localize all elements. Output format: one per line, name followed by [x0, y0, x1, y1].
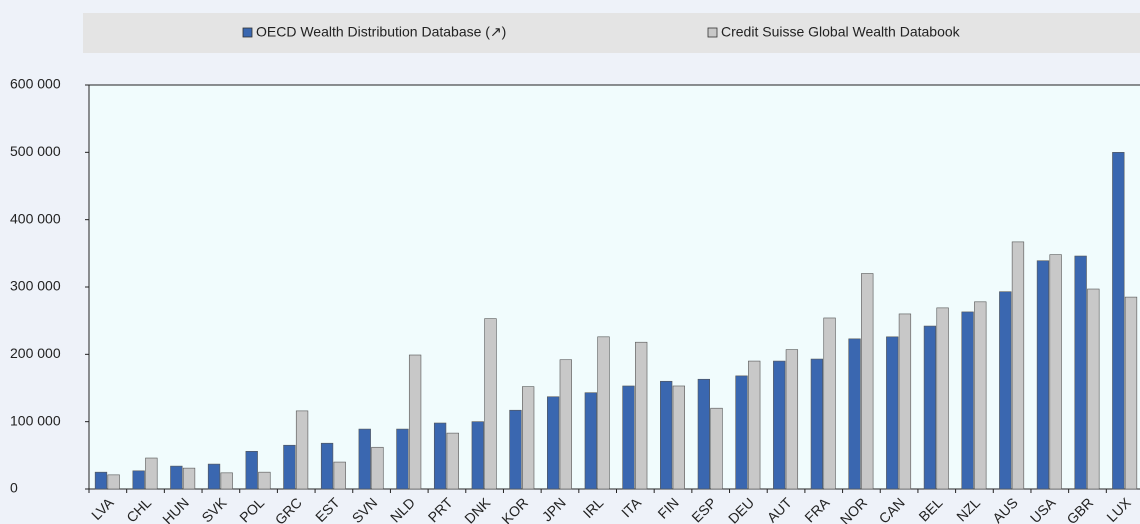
bar: [333, 461, 346, 490]
x-tick-label: NOR: [837, 494, 870, 524]
bar: [886, 336, 899, 490]
bar: [584, 392, 597, 490]
bar: [559, 359, 572, 490]
bar: [898, 313, 912, 490]
y-tick-label: 100 000: [10, 412, 61, 428]
bar: [735, 375, 748, 490]
y-tick-label: 400 000: [10, 210, 61, 226]
x-tick-label: NZL: [953, 494, 983, 524]
bar: [522, 386, 535, 490]
bar: [408, 354, 422, 490]
bar: [622, 385, 635, 490]
bar: [132, 470, 145, 490]
x-tick-label: SVN: [349, 494, 381, 524]
bar: [320, 442, 334, 490]
bar: [283, 444, 296, 490]
bar: [433, 422, 447, 490]
x-tick-label: AUS: [989, 494, 1021, 524]
bar: [145, 457, 158, 490]
x-tick-label: CAN: [876, 494, 908, 524]
bar: [220, 472, 233, 490]
bar: [547, 396, 560, 490]
legend-label: OECD Wealth Distribution Database (↗): [256, 24, 506, 40]
legend-box: [83, 13, 1140, 53]
bar: [446, 432, 459, 490]
bar: [923, 325, 937, 490]
x-tick-label: GBR: [1063, 494, 1096, 524]
bar: [1036, 260, 1050, 490]
x-tick-label: PRT: [425, 494, 456, 524]
bar: [861, 273, 874, 490]
y-tick-label: 200 000: [10, 345, 61, 361]
bar: [1112, 152, 1125, 490]
bar: [170, 465, 183, 490]
bar: [672, 385, 685, 490]
legend-label: Credit Suisse Global Wealth Databook: [721, 24, 961, 40]
x-tick-label: IRL: [580, 494, 607, 521]
bar: [484, 318, 497, 490]
bar: [1124, 296, 1138, 490]
x-tick-label: DNK: [461, 494, 494, 524]
bar: [371, 446, 384, 490]
y-tick-label: 0: [10, 480, 18, 496]
x-tick-label: NLD: [387, 494, 418, 524]
bar: [1074, 255, 1087, 490]
bar: [207, 463, 221, 490]
bar: [245, 450, 258, 490]
bar: [1011, 241, 1025, 490]
x-tick-label: JPN: [539, 494, 569, 524]
bar: [961, 311, 974, 490]
legend-swatch: [242, 27, 253, 38]
bar: [94, 471, 108, 490]
x-tick-label: POL: [236, 494, 267, 524]
bar: [974, 301, 987, 490]
x-tick-label: FRA: [801, 494, 833, 524]
bar: [107, 474, 120, 490]
bar: [358, 428, 371, 490]
x-tick-label: BEL: [915, 494, 945, 524]
bar: [823, 317, 836, 490]
bar: [748, 360, 761, 490]
x-tick-label: CHL: [123, 494, 154, 524]
bar: [396, 428, 409, 490]
bar: [1087, 288, 1100, 490]
y-tick-label: 600 000: [10, 76, 61, 92]
bar: [936, 307, 949, 490]
x-tick-label: AUT: [764, 494, 795, 524]
x-tick-label: DEU: [725, 494, 757, 524]
bar: [182, 467, 196, 490]
bar: [471, 421, 484, 490]
bar: [635, 341, 648, 490]
x-tick-label: USA: [1027, 494, 1059, 524]
y-tick-label: 300 000: [10, 278, 61, 294]
x-tick-label: ITA: [618, 494, 644, 520]
x-tick-label: SVK: [198, 494, 230, 524]
x-tick-label: KOR: [498, 494, 531, 524]
bar: [697, 378, 710, 490]
x-tick-label: HUN: [159, 494, 192, 524]
bar: [785, 349, 799, 490]
bar: [597, 336, 610, 490]
bar: [295, 410, 309, 490]
x-tick-label: LVA: [88, 494, 117, 523]
bar: [258, 471, 271, 490]
bar: [710, 407, 723, 490]
legend-swatch: [707, 27, 718, 38]
bar: [660, 380, 673, 490]
bar: [848, 338, 861, 490]
y-tick-label: 500 000: [10, 143, 61, 159]
bar: [810, 358, 824, 490]
x-tick-label: GRC: [272, 494, 305, 524]
bar: [773, 360, 786, 490]
bar: [509, 409, 522, 490]
x-tick-label: FIN: [654, 494, 681, 521]
bar: [999, 291, 1012, 490]
x-tick-label: LUX: [1103, 494, 1134, 524]
x-tick-label: EST: [312, 494, 343, 524]
bar: [1049, 254, 1062, 490]
x-tick-label: ESP: [688, 494, 719, 524]
